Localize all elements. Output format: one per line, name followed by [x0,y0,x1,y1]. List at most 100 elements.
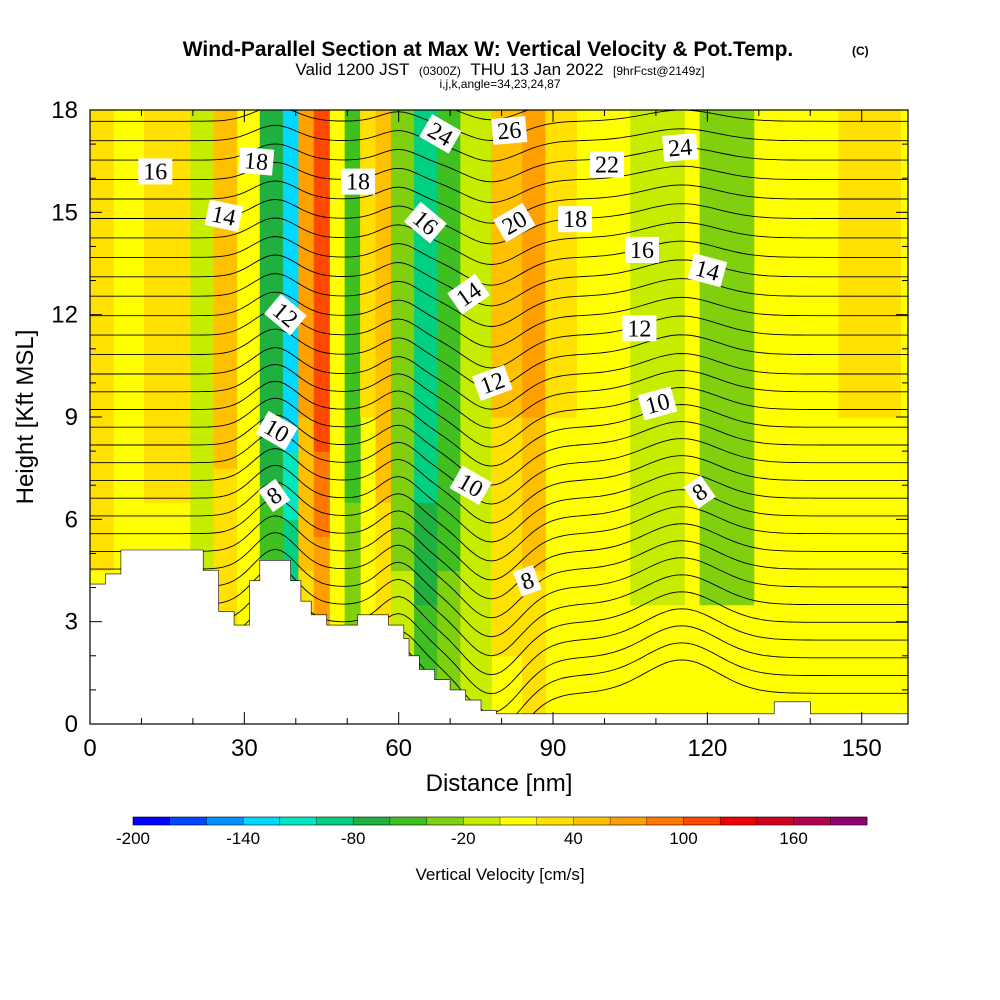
velocity-cell [491,229,500,248]
velocity-cell [560,178,570,196]
velocity-cell [545,178,554,196]
velocity-cell [367,127,377,145]
velocity-cell [344,127,353,145]
velocity-cell [529,331,539,350]
velocity-cell [460,655,469,674]
velocity-cell [105,519,114,537]
velocity-cell [637,127,647,145]
velocity-cell [375,110,384,128]
velocity-cell [630,297,639,316]
velocity-cell [90,110,99,128]
velocity-cell [707,451,716,469]
velocity-cell [398,314,407,333]
velocity-cell [537,672,546,691]
velocity-cell [506,604,516,623]
velocity-cell [414,161,423,179]
velocity-cell [553,399,562,418]
velocity-cell [722,314,732,333]
velocity-cell [475,195,485,213]
velocity-cell [637,553,647,572]
velocity-cell [715,502,724,520]
velocity-cell [506,178,516,196]
velocity-cell [444,110,454,128]
velocity-cell [483,451,492,469]
velocity-cell [421,485,431,503]
velocity-cell [167,451,176,469]
colorbar-swatch [500,817,537,825]
velocity-cell [475,536,485,555]
velocity-cell [267,468,276,486]
velocity-cell [537,519,546,537]
velocity-cell [313,451,323,469]
velocity-cell [390,110,400,128]
contour-label-box [238,146,275,176]
velocity-cell [360,280,369,299]
velocity-cell [306,297,315,316]
velocity-cell [174,161,184,179]
velocity-cell [414,195,423,213]
velocity-cell [306,468,315,486]
velocity-cell [506,502,516,520]
velocity-cell [869,331,878,350]
velocity-cell [290,451,299,469]
velocity-cell [475,263,485,282]
velocity-cell [437,451,446,469]
velocity-cell [259,314,269,333]
velocity-cell [846,297,855,316]
velocity-cell [213,263,222,282]
velocity-cell [861,331,871,350]
velocity-cell [869,127,878,145]
velocity-cell [676,178,685,196]
velocity-cell [637,451,647,469]
velocity-cell [205,314,215,333]
velocity-cell [151,212,161,230]
colorbar-swatch [646,817,684,825]
velocity-cell [892,127,901,145]
velocity-cell [545,297,554,316]
velocity-cell [421,570,431,589]
velocity-cell [290,502,299,520]
velocity-cell [738,587,747,606]
velocity-cell [344,502,353,520]
velocity-cell [506,348,516,367]
velocity-cell [838,348,847,367]
velocity-cell [869,144,878,162]
velocity-cell [97,144,107,162]
velocity-cell [568,314,577,333]
velocity-cell [745,536,755,555]
velocity-cell [344,536,353,555]
contour-label-box [447,273,490,315]
velocity-cell [321,451,330,469]
velocity-cell [221,127,230,145]
velocity-cell [151,297,161,316]
velocity-cell [460,638,469,657]
velocity-cell [367,246,377,265]
velocity-cell [730,144,739,162]
velocity-cell [468,212,477,230]
velocity-cell [275,365,284,384]
velocity-cell [460,212,469,230]
velocity-cell [869,348,878,367]
velocity-cell [383,212,392,230]
velocity-cell [722,246,732,265]
velocity-cell [722,263,732,282]
velocity-cell [730,468,739,486]
velocity-cell [313,399,323,418]
velocity-cell [221,144,230,162]
velocity-cell [360,110,369,128]
velocity-cell [553,314,562,333]
velocity-cell [738,451,747,469]
velocity-cell [522,280,531,299]
velocity-cell [715,365,724,384]
velocity-cell [722,297,732,316]
velocity-cell [722,110,732,128]
velocity-cell [661,280,670,299]
velocity-cell [460,451,469,469]
velocity-cell [259,468,269,486]
velocity-cell [375,195,384,213]
velocity-cell [630,161,639,179]
velocity-cell [522,655,531,674]
colorbar-swatch [793,817,831,825]
velocity-cell [730,212,739,230]
velocity-cell [514,553,523,572]
